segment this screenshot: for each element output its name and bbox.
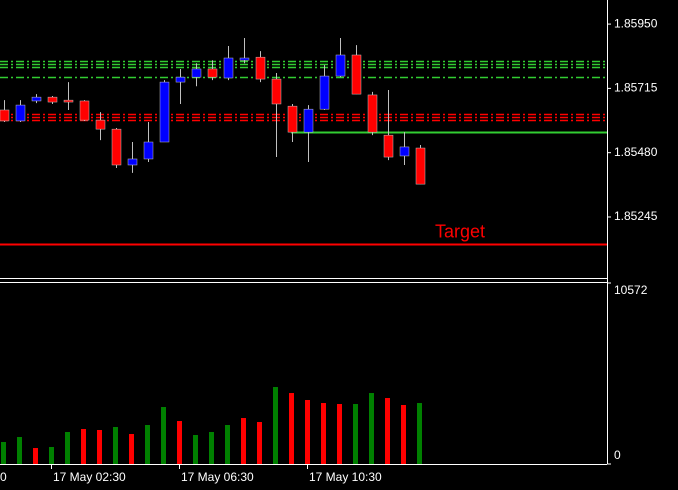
level-label: Target bbox=[435, 221, 485, 241]
y-tick-label: 1.85245 bbox=[614, 209, 658, 223]
candle-body bbox=[319, 75, 330, 110]
y-tick-label: 1.85950 bbox=[614, 16, 658, 30]
volume-bar bbox=[337, 404, 342, 464]
x-tick-label: 17 May 06:30 bbox=[181, 470, 254, 484]
volume-bar bbox=[241, 418, 246, 464]
volume-bar bbox=[193, 434, 198, 464]
candle-body bbox=[239, 57, 250, 61]
candle-body bbox=[159, 81, 170, 143]
x-tick-label: 17 May 02:30 bbox=[53, 470, 126, 484]
volume-bar bbox=[33, 448, 38, 464]
volume-bar bbox=[65, 432, 70, 464]
candle-body bbox=[383, 134, 394, 158]
volume-bar bbox=[225, 424, 230, 464]
x-tick-label: 17 May 10:30 bbox=[309, 470, 382, 484]
candle-body bbox=[79, 100, 90, 121]
volume-bar bbox=[1, 441, 6, 464]
volume-bar bbox=[81, 429, 86, 464]
candle-body bbox=[191, 68, 202, 78]
y-tick-label: 10572 bbox=[614, 283, 648, 297]
candle-body bbox=[303, 108, 314, 133]
volume-bar bbox=[289, 393, 294, 464]
candle-body bbox=[127, 158, 138, 166]
volume-bar bbox=[385, 398, 390, 464]
volume-bar bbox=[145, 424, 150, 464]
candle-body bbox=[15, 104, 26, 122]
volume-bar bbox=[113, 427, 118, 464]
volume-bar bbox=[161, 407, 166, 464]
x-tick-label: 0 bbox=[0, 470, 7, 484]
candle-body bbox=[335, 54, 346, 77]
volume-bar bbox=[97, 429, 102, 464]
y-tick-label: 0 bbox=[614, 448, 621, 462]
candle-body bbox=[223, 57, 234, 79]
y-tick-label: 1.85480 bbox=[614, 145, 658, 159]
candle-body bbox=[47, 96, 58, 103]
volume-bar bbox=[17, 437, 22, 464]
candle-body bbox=[399, 146, 410, 157]
candle-body bbox=[255, 56, 266, 80]
volume-bar bbox=[401, 405, 406, 464]
candle-body bbox=[0, 109, 10, 122]
candle-body bbox=[207, 68, 218, 78]
volume-bar bbox=[49, 446, 54, 464]
candle-body bbox=[287, 105, 298, 133]
candle-body bbox=[31, 96, 42, 102]
candle-body bbox=[367, 94, 378, 133]
volume-bar bbox=[129, 434, 134, 464]
volume-bar bbox=[305, 400, 310, 464]
candle-body bbox=[111, 128, 122, 166]
y-tick-label: 1.85715 bbox=[614, 81, 658, 95]
volume-bar bbox=[417, 403, 422, 464]
volume-bar bbox=[321, 403, 326, 464]
candle-body bbox=[415, 147, 426, 185]
volume-bar bbox=[369, 393, 374, 464]
volume-bar bbox=[177, 421, 182, 464]
volume-bar bbox=[273, 387, 278, 464]
candle-body bbox=[175, 76, 186, 83]
candle-body bbox=[95, 119, 106, 130]
volume-bar bbox=[257, 422, 262, 464]
candle-body bbox=[351, 54, 362, 95]
candle-body bbox=[63, 99, 74, 103]
volume-bar bbox=[209, 432, 214, 464]
volume-bar bbox=[353, 404, 358, 464]
candle-body bbox=[271, 78, 282, 105]
candle-body bbox=[143, 141, 154, 160]
